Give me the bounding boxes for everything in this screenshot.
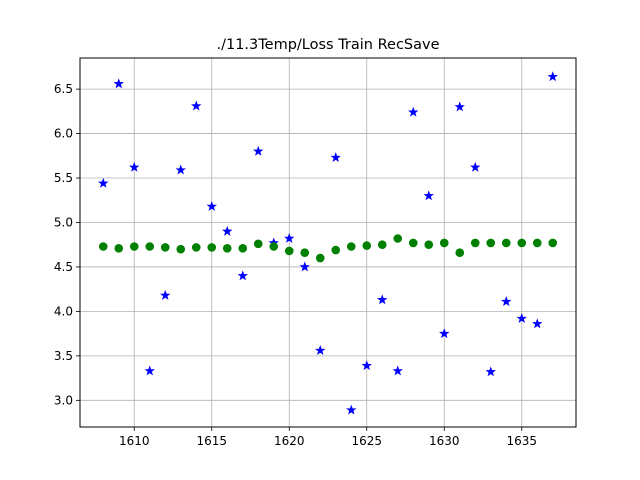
series-green-circles [98,234,558,263]
circle-point [315,253,325,263]
circle-point [517,238,527,248]
circle-point [238,243,248,253]
star-point [330,152,341,163]
star-point [516,313,527,323]
circle-point [331,245,341,255]
y-tick-label: 5.5 [54,171,73,185]
star-point [253,145,264,156]
y-tick-label: 4.0 [54,304,73,318]
circle-point [439,238,449,248]
y-tick-label: 3.5 [54,349,73,363]
star-point [423,190,434,201]
star-point [392,365,403,376]
x-tick-label: 1620 [274,434,305,448]
y-tick-label: 4.5 [54,260,73,274]
star-point [160,289,171,300]
star-point [191,100,202,111]
circle-point [424,240,434,250]
x-axis: 1610 1615 1620 1625 1630 1635 [119,427,537,448]
x-tick-label: 1625 [351,434,382,448]
grid [80,58,576,427]
circle-point [362,241,372,250]
circle-point [346,242,356,251]
star-point [284,233,295,243]
star-point [377,294,388,305]
star-point [113,78,124,89]
y-tick-label: 3.0 [54,393,73,407]
circle-point [548,238,558,248]
circle-point [455,248,465,258]
circle-point [300,248,310,258]
star-point [206,201,217,211]
star-point [454,101,465,112]
circle-point [284,246,294,256]
circle-point [98,242,108,251]
star-point [501,296,512,307]
x-tick-label: 1630 [429,434,460,448]
circle-point [222,243,232,253]
y-tick-label: 5.0 [54,215,73,229]
circle-point [393,234,403,243]
star-point [299,261,310,272]
circle-point [377,240,387,250]
star-point [485,366,496,377]
star-point [237,270,248,281]
y-tick-label: 6.0 [54,127,73,141]
star-point [470,161,481,172]
y-axis: 3.0 3.5 4.0 4.5 5.0 5.5 6.0 6.5 [54,82,80,407]
chart-title: ./11.3Temp/Loss Train RecSave [216,37,439,53]
circle-point [145,242,155,251]
circle-point [501,238,511,248]
x-tick-label: 1635 [506,434,537,448]
star-point [144,365,155,376]
circle-point [114,243,124,253]
circle-point [470,238,480,248]
star-point [175,164,186,175]
circle-point [176,244,186,254]
star-point [346,404,357,415]
star-point [439,328,450,339]
circle-point [486,238,496,248]
circle-point [207,243,217,252]
star-point [129,161,140,172]
star-point [315,345,326,355]
circle-point [532,238,542,248]
star-point [98,177,109,188]
star-point [532,318,543,329]
circle-point [191,243,201,252]
plot-frame [79,57,577,428]
circle-point [269,242,279,251]
series-blue-stars [98,71,558,415]
star-point [361,360,372,371]
star-point [547,71,558,82]
x-tick-label: 1610 [119,434,150,448]
circle-point [253,239,263,249]
star-point [408,106,419,117]
plot-area [80,58,576,427]
circle-point [408,238,418,248]
circle-point [129,242,139,251]
x-tick-label: 1615 [196,434,227,448]
y-tick-label: 6.5 [54,82,73,96]
star-point [222,225,233,236]
circle-point [160,243,170,252]
